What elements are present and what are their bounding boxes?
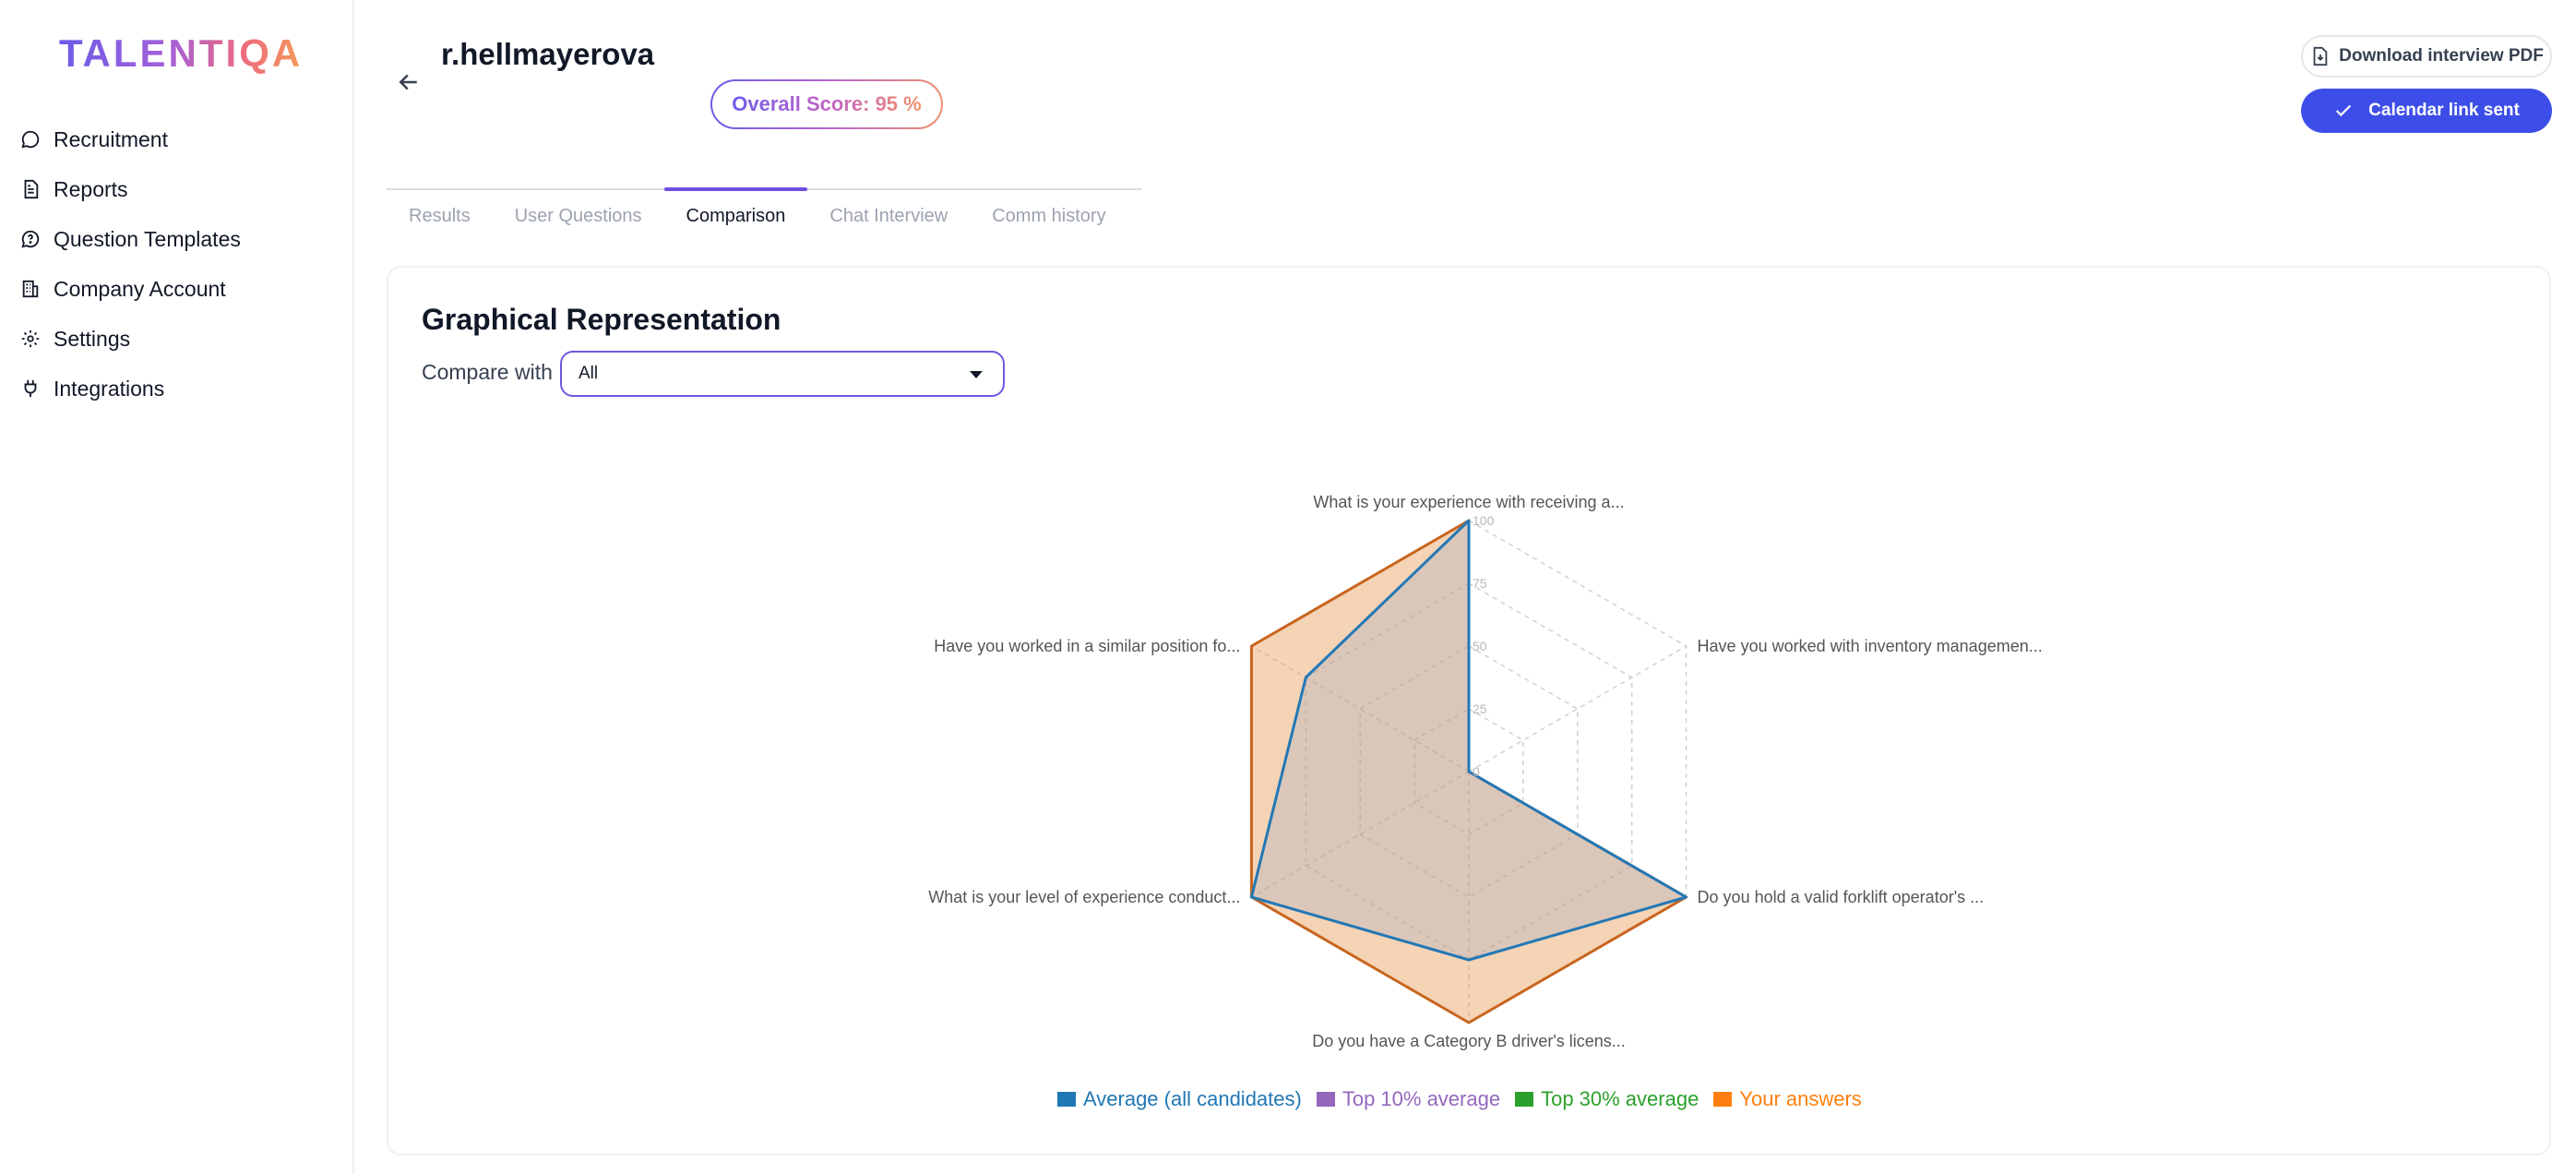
legend-swatch — [1057, 1092, 1076, 1107]
comparison-card: Graphical Representation Compare with Al… — [387, 266, 2551, 1156]
compare-with-label: Compare with — [422, 360, 553, 384]
download-pdf-button[interactable]: Download interview PDF — [2301, 35, 2552, 78]
tab-chat-interview[interactable]: Chat Interview — [829, 205, 948, 226]
axis-label: What is your experience with receiving a… — [1313, 493, 1624, 511]
document-icon — [20, 179, 41, 199]
legend-label: Top 30% average — [1541, 1087, 1699, 1110]
sidebar-item-reports[interactable]: Reports — [20, 164, 241, 214]
tick-label: 50 — [1473, 639, 1487, 653]
compare-with-value: All — [578, 364, 599, 383]
tick-label: 25 — [1473, 701, 1487, 716]
plug-icon — [20, 378, 41, 399]
legend-label: Your answers — [1739, 1087, 1862, 1110]
legend-item[interactable]: Your answers — [1713, 1087, 1862, 1111]
sidebar-item-label: Question Templates — [54, 226, 241, 251]
axis-label: What is your level of experience conduct… — [928, 888, 1240, 906]
back-arrow-icon[interactable] — [395, 68, 423, 96]
series-area — [1249, 519, 1688, 962]
legend-item[interactable]: Top 10% average — [1316, 1087, 1501, 1111]
sidebar-item-label: Company Account — [54, 276, 226, 301]
radar-chart: 0 25 50 75 100 What is your experience with r… — [928, 493, 2043, 1050]
legend-item[interactable]: Average (all candidates) — [1057, 1087, 1302, 1111]
chat-bubble-icon — [20, 129, 41, 150]
section-title: Graphical Representation — [422, 303, 781, 336]
overall-score-badge: Overall Score: 95 % — [710, 79, 943, 129]
legend-item[interactable]: Top 30% average — [1515, 1087, 1699, 1111]
sidebar-item-label: Settings — [54, 326, 131, 351]
sidebar: TALENTIQA Recruitment Reports Question T… — [0, 0, 354, 1174]
sidebar-item-settings[interactable]: Settings — [20, 314, 241, 364]
chevron-down-icon — [970, 371, 983, 378]
tab-comm-history[interactable]: Comm history — [992, 205, 1106, 226]
chart-legend: Average (all candidates) Top 10% average T… — [1057, 1087, 1877, 1111]
tab-results[interactable]: Results — [409, 205, 471, 226]
grid-ring — [1413, 708, 1524, 835]
overall-score-text: Overall Score: 95 % — [732, 92, 922, 115]
question-bubble-icon — [20, 229, 41, 249]
sidebar-item-company-account[interactable]: Company Account — [20, 264, 241, 314]
check-icon — [2336, 104, 2352, 117]
tick-label: 75 — [1473, 576, 1487, 591]
legend-swatch — [1515, 1092, 1534, 1107]
legend-swatch — [1713, 1092, 1733, 1107]
legend-label: Top 10% average — [1342, 1087, 1501, 1110]
calendar-link-button[interactable]: Calendar link sent — [2301, 89, 2552, 133]
sidebar-item-recruitment[interactable]: Recruitment — [20, 114, 241, 164]
axis-label: Do you hold a valid forklift operator's … — [1698, 888, 1985, 906]
download-pdf-label: Download interview PDF — [2339, 46, 2544, 66]
tick-label: 0 — [1473, 764, 1480, 779]
candidate-name: r.hellmayerova — [441, 37, 655, 71]
sidebar-nav: Recruitment Reports Question Templates C… — [20, 114, 241, 413]
sidebar-item-integrations[interactable]: Integrations — [20, 364, 241, 413]
building-icon — [20, 279, 41, 299]
calendar-link-label: Calendar link sent — [2368, 101, 2520, 120]
axis-label: Have you worked in a similar position fo… — [934, 637, 1240, 655]
sidebar-item-label: Reports — [54, 176, 128, 201]
sidebar-item-label: Recruitment — [54, 126, 168, 151]
legend-label: Average (all candidates) — [1083, 1087, 1302, 1110]
app-logo[interactable]: TALENTIQA — [59, 31, 304, 75]
legend-swatch — [1316, 1092, 1335, 1107]
gear-icon — [20, 329, 41, 349]
file-download-icon — [2313, 46, 2328, 66]
sidebar-item-question-templates[interactable]: Question Templates — [20, 214, 241, 264]
tick-label: 100 — [1473, 513, 1495, 528]
tab-user-questions[interactable]: User Questions — [514, 205, 642, 226]
tab-bar: Results User Questions Comparison Chat I… — [387, 187, 1141, 242]
compare-with-select[interactable]: All — [560, 351, 1005, 397]
tab-comparison[interactable]: Comparison — [663, 187, 808, 242]
axis-label: Do you have a Category B driver's licens… — [1312, 1032, 1626, 1050]
axis-label: Have you worked with inventory managemen… — [1698, 637, 2043, 655]
sidebar-item-label: Integrations — [54, 376, 165, 401]
